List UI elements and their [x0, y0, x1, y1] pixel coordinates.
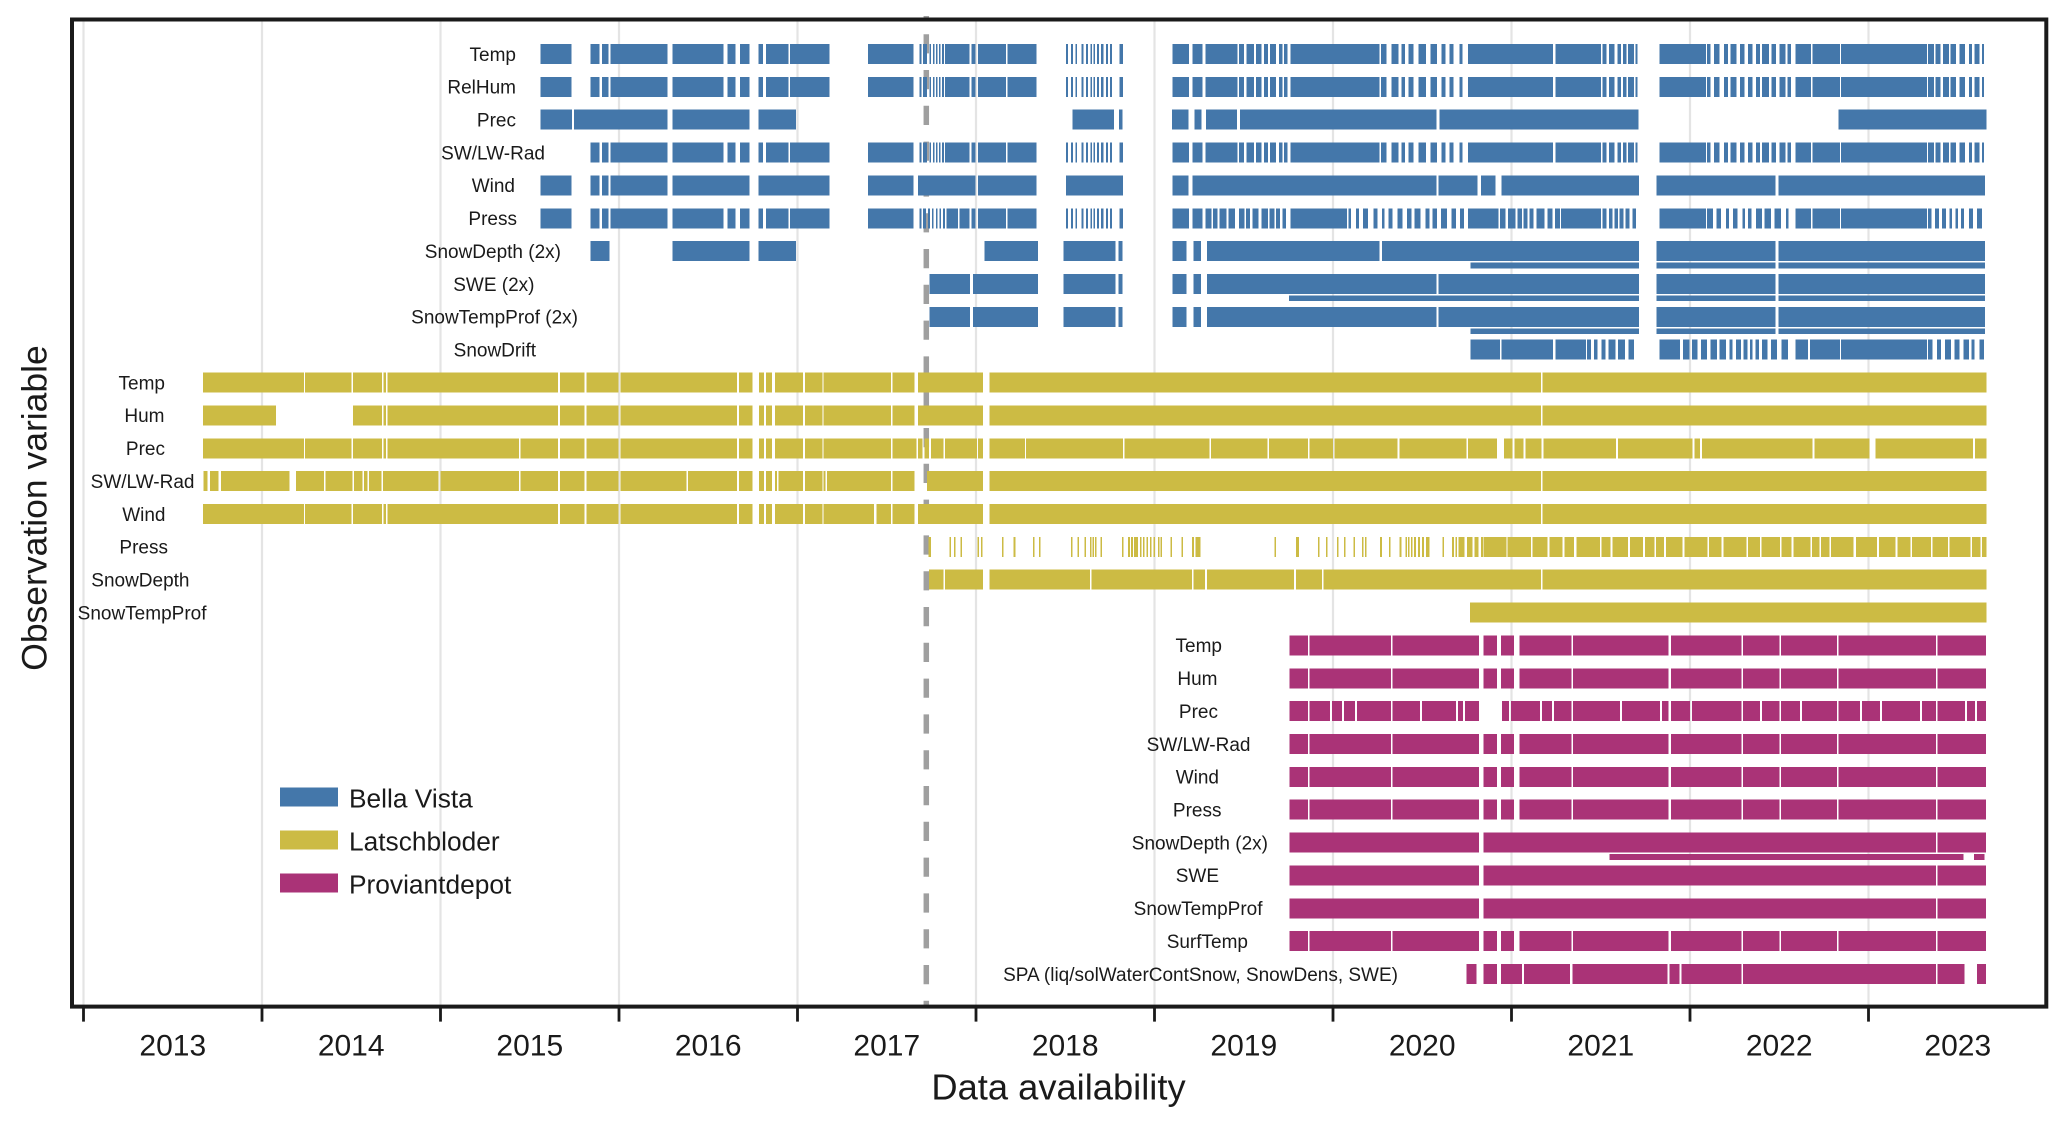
svg-text:2019: 2019 — [1210, 1030, 1277, 1063]
svg-text:SnowDepth: SnowDepth — [91, 571, 189, 592]
svg-text:Hum: Hum — [124, 406, 164, 427]
svg-text:SPA (liq/solWaterContSnow, Sno: SPA (liq/solWaterContSnow, SnowDens, SWE… — [1003, 965, 1398, 986]
svg-text:SnowTempProf: SnowTempProf — [78, 603, 208, 624]
svg-text:SnowDrift: SnowDrift — [454, 341, 537, 362]
svg-text:2020: 2020 — [1389, 1030, 1456, 1063]
svg-text:2018: 2018 — [1032, 1030, 1099, 1063]
svg-text:Observation variable: Observation variable — [15, 345, 55, 671]
svg-text:2021: 2021 — [1567, 1030, 1634, 1063]
svg-text:SurfTemp: SurfTemp — [1167, 932, 1248, 953]
svg-text:Wind: Wind — [1176, 768, 1219, 789]
svg-text:Temp: Temp — [1176, 636, 1222, 657]
svg-text:Wind: Wind — [122, 505, 165, 526]
svg-text:Prec: Prec — [477, 111, 516, 132]
svg-text:SWE (2x): SWE (2x) — [453, 275, 534, 296]
svg-text:Prec: Prec — [1179, 702, 1218, 723]
svg-text:Temp: Temp — [470, 45, 516, 66]
svg-text:SnowDepth (2x): SnowDepth (2x) — [425, 242, 561, 263]
svg-text:2014: 2014 — [318, 1030, 385, 1063]
svg-text:2015: 2015 — [496, 1030, 563, 1063]
svg-text:2022: 2022 — [1746, 1030, 1813, 1063]
svg-text:2013: 2013 — [139, 1030, 206, 1063]
svg-text:2023: 2023 — [1924, 1030, 1991, 1063]
svg-text:Proviantdepot: Proviantdepot — [349, 869, 512, 899]
svg-text:Latschbloder: Latschbloder — [349, 826, 500, 856]
svg-text:Press: Press — [1173, 801, 1222, 822]
svg-text:SnowTempProf: SnowTempProf — [1134, 899, 1264, 920]
svg-text:Bella Vista: Bella Vista — [349, 783, 473, 813]
svg-text:RelHum: RelHum — [447, 78, 516, 99]
svg-text:2016: 2016 — [675, 1030, 742, 1063]
svg-text:Data availability: Data availability — [931, 1067, 1186, 1108]
svg-text:Wind: Wind — [472, 176, 515, 197]
svg-text:SnowDepth (2x): SnowDepth (2x) — [1132, 833, 1268, 854]
svg-text:SW/LW-Rad: SW/LW-Rad — [441, 143, 545, 164]
svg-text:Prec: Prec — [126, 439, 165, 460]
svg-text:2017: 2017 — [853, 1030, 920, 1063]
svg-text:Press: Press — [119, 538, 168, 559]
svg-text:Press: Press — [468, 209, 517, 230]
svg-text:SWE: SWE — [1176, 866, 1219, 887]
svg-text:SW/LW-Rad: SW/LW-Rad — [91, 472, 195, 493]
svg-text:Hum: Hum — [1177, 669, 1217, 690]
svg-text:SW/LW-Rad: SW/LW-Rad — [1147, 735, 1251, 756]
svg-text:Temp: Temp — [119, 373, 165, 394]
svg-text:SnowTempProf (2x): SnowTempProf (2x) — [411, 308, 578, 329]
